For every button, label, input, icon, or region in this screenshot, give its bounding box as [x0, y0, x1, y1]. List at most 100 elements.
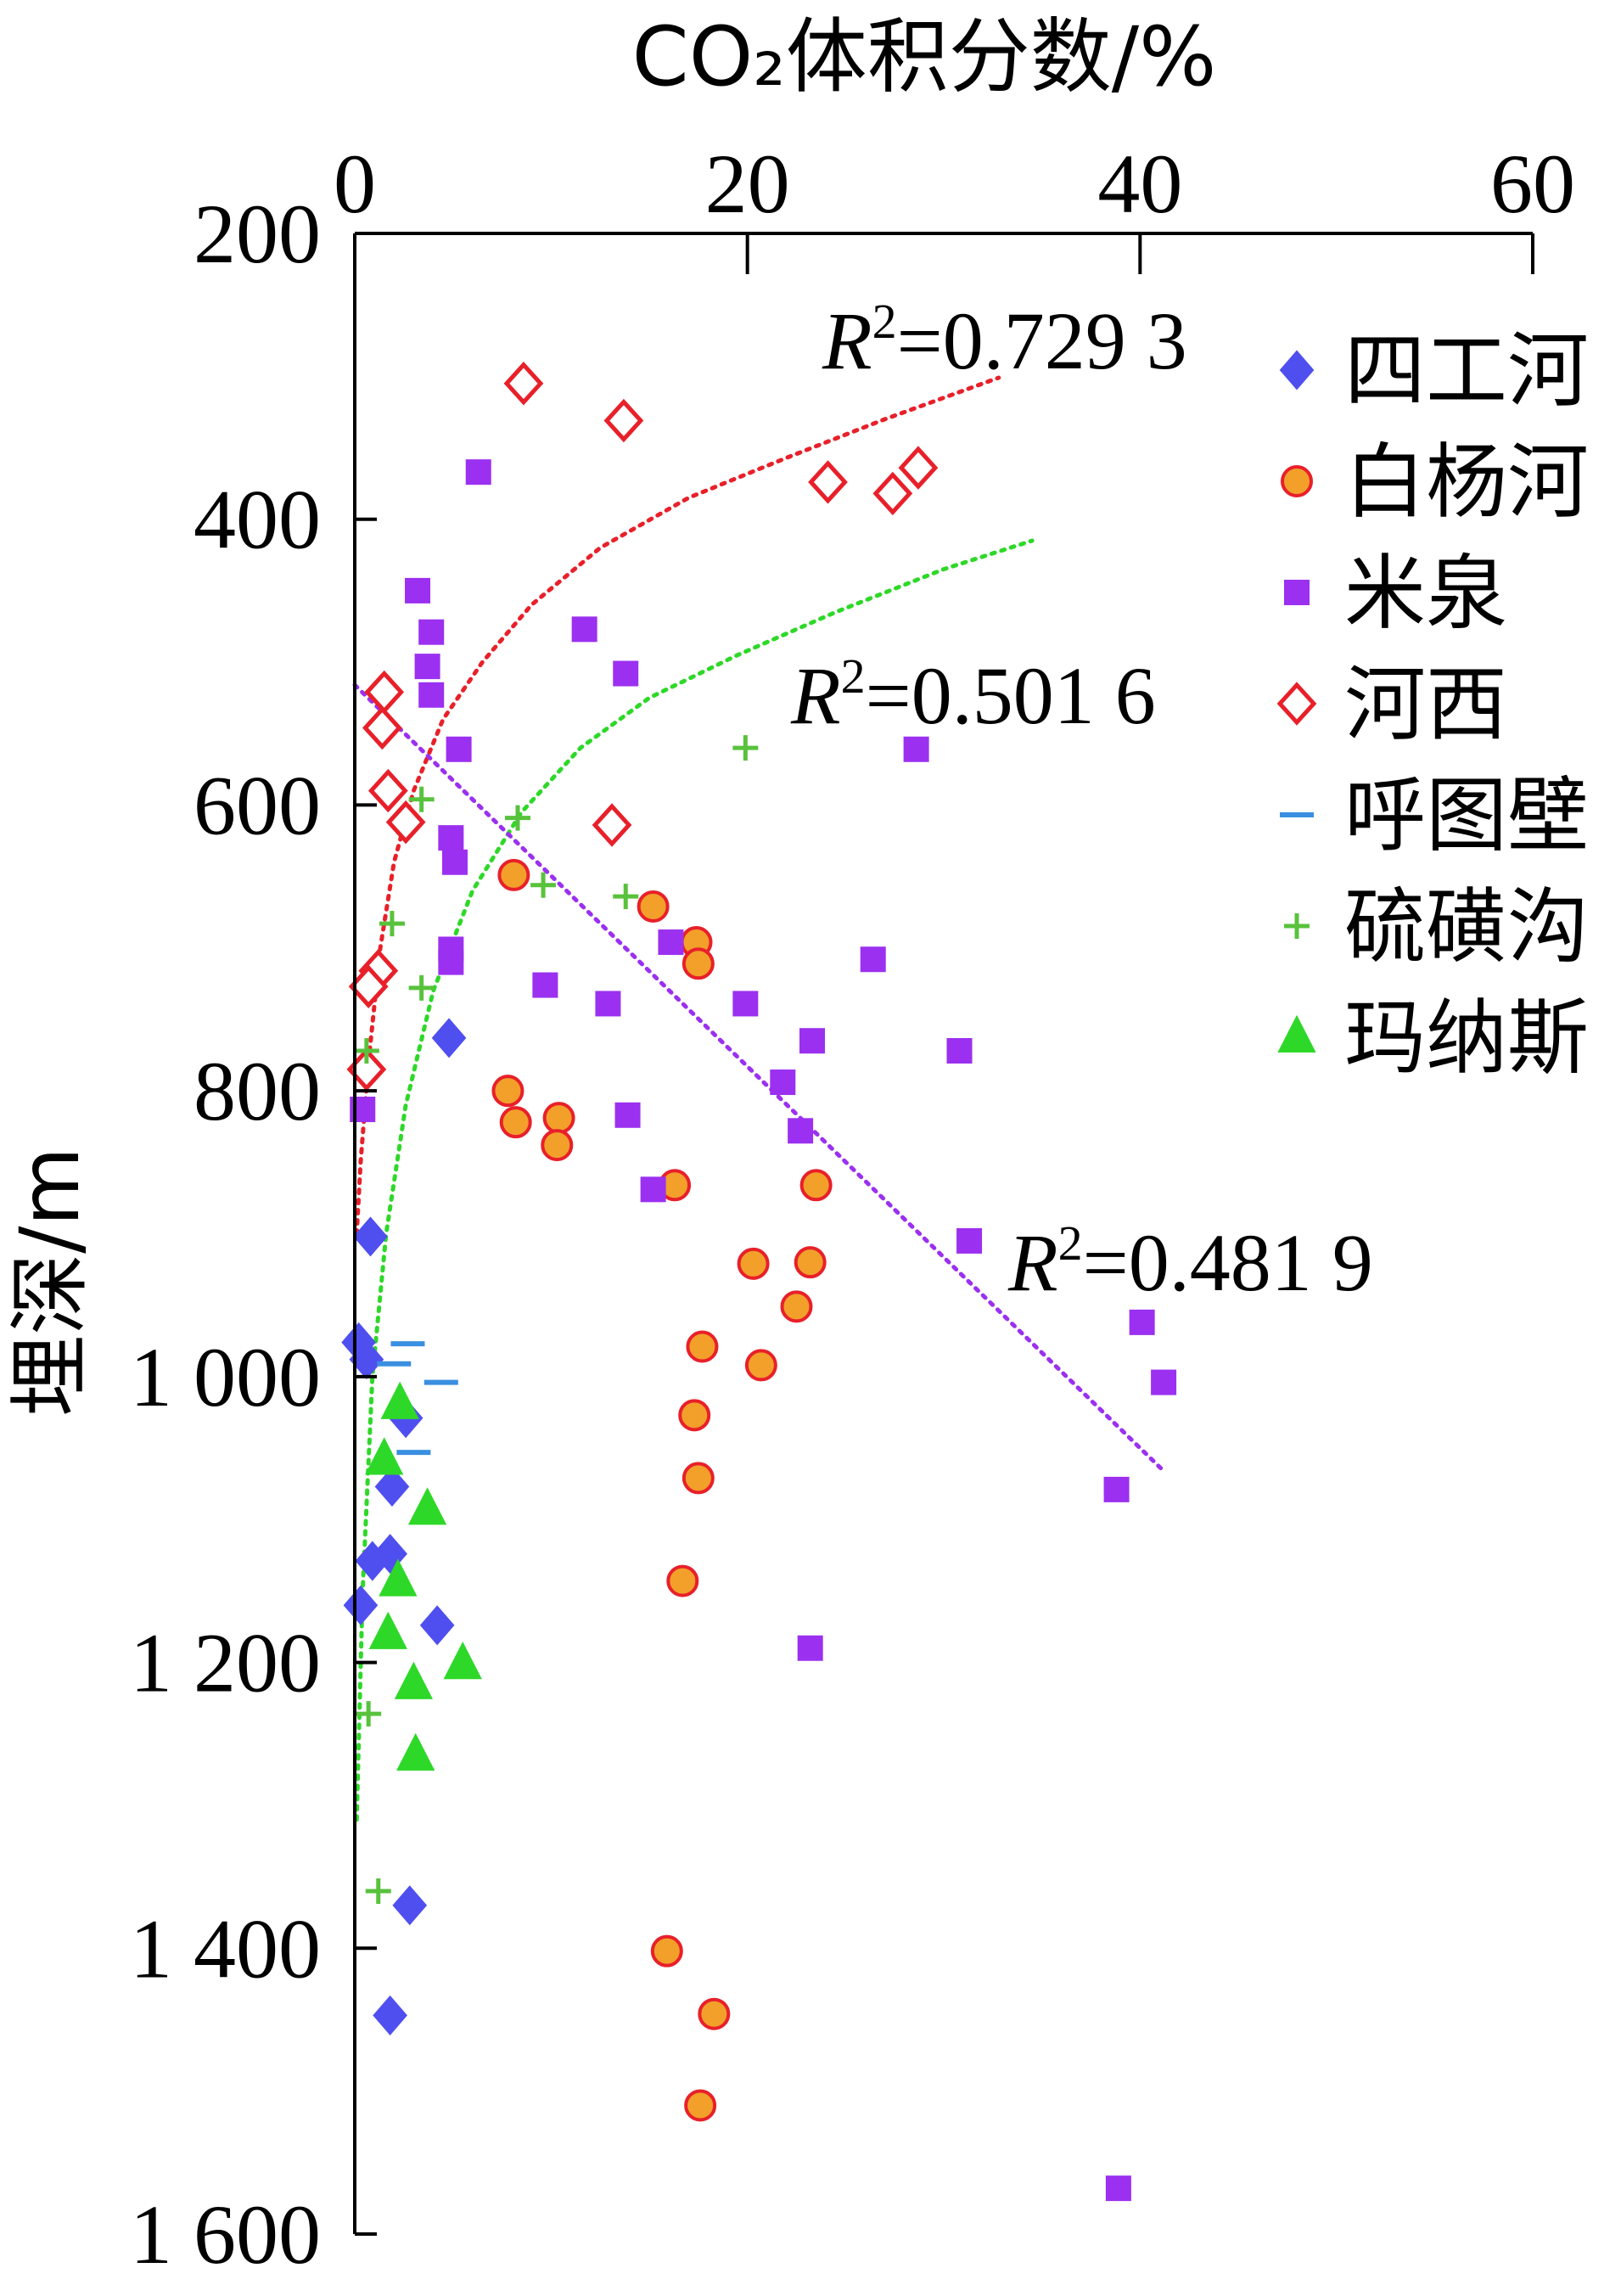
data-point: [780, 1290, 813, 1323]
y-tick-label: 600: [194, 758, 321, 852]
legend-item: 米泉: [1284, 546, 1507, 641]
legend-item: 河西: [1276, 657, 1507, 752]
legend-item: 四工河: [1279, 323, 1589, 418]
series-2: [350, 459, 1177, 2202]
data-point: [392, 1885, 428, 1926]
data-point: [595, 991, 621, 1017]
data-point: [592, 803, 632, 847]
r-squared-label: R2=0.481 9: [1007, 1215, 1373, 1308]
data-point: [379, 1558, 418, 1597]
legend-label: 白杨河: [1344, 435, 1589, 530]
x-tick-label: 20: [705, 137, 790, 231]
trendline: [352, 682, 1166, 1474]
data-point: [808, 460, 848, 504]
y-tick-label: 200: [194, 187, 321, 281]
r-exponent: 2: [1058, 1215, 1083, 1271]
data-point: [1103, 1476, 1130, 1502]
data-point: [571, 616, 597, 643]
y-axis-title: 埋深/m: [3, 1147, 98, 1417]
data-point: [431, 1018, 467, 1058]
data-point: [364, 670, 405, 715]
data-points: [341, 362, 1177, 2202]
r-exponent: 2: [872, 294, 897, 349]
data-point: [441, 849, 468, 875]
r-squared-value: =0.481 9: [1083, 1217, 1373, 1308]
data-point: [794, 1246, 827, 1279]
data-point: [1129, 1309, 1155, 1335]
r-squared-value: =0.729 3: [897, 295, 1187, 386]
x-tick-label: 40: [1097, 137, 1182, 231]
data-point: [956, 1227, 983, 1254]
data-point: [374, 1466, 410, 1507]
data-point: [613, 884, 639, 910]
data-point: [368, 1611, 407, 1649]
x-axis-title: CO₂体积分数/%: [632, 9, 1217, 104]
data-point: [530, 872, 557, 898]
data-point: [385, 800, 426, 845]
y-tick-label: 1 200: [130, 1616, 321, 1710]
data-point: [353, 1038, 379, 1064]
legend-item: 玛纳斯: [1277, 991, 1589, 1086]
data-point: [678, 1399, 711, 1432]
data-point: [396, 1732, 435, 1771]
legend-marker: [1279, 350, 1315, 390]
series-5: [353, 735, 759, 1904]
data-point: [681, 947, 715, 980]
legend-label: 呼图壁: [1344, 768, 1589, 863]
r-symbol: R: [822, 295, 872, 386]
y-tick-label: 1 600: [130, 2187, 321, 2282]
r-symbol: R: [790, 650, 841, 741]
data-point: [698, 1997, 731, 2030]
data-point: [365, 1437, 404, 1475]
data-point: [788, 1118, 814, 1144]
data-point: [637, 890, 670, 923]
axes: [353, 232, 1533, 2234]
trendlines: [352, 375, 1166, 1822]
data-point: [542, 1102, 575, 1135]
y-tick-label: 800: [194, 1044, 321, 1138]
data-point: [499, 1106, 532, 1139]
data-point: [603, 398, 644, 443]
data-point: [491, 1075, 524, 1108]
data-point: [532, 972, 558, 998]
data-point: [1105, 2175, 1131, 2202]
legend-marker: [1284, 913, 1310, 939]
data-point: [681, 1462, 715, 1495]
r-symbol: R: [1007, 1217, 1058, 1308]
legend-label: 米泉: [1344, 546, 1507, 641]
data-point: [505, 805, 531, 831]
data-point: [872, 471, 913, 516]
data-point: [367, 768, 408, 813]
data-point: [732, 735, 759, 761]
data-point: [348, 964, 389, 1008]
r-squared-value: =0.501 6: [866, 650, 1156, 741]
data-point: [465, 459, 491, 486]
data-point: [443, 1642, 482, 1680]
data-point: [407, 1487, 447, 1525]
data-point: [797, 1635, 823, 1661]
r-exponent: 2: [841, 648, 866, 704]
legend-label: 四工河: [1344, 323, 1589, 418]
data-point: [353, 1216, 388, 1257]
data-point: [408, 786, 435, 812]
data-point: [365, 1878, 391, 1904]
data-point: [860, 946, 886, 973]
data-point: [362, 705, 402, 750]
series-4: [377, 1341, 458, 1456]
data-point: [770, 1069, 796, 1096]
legend-marker: [1284, 580, 1310, 605]
data-point: [640, 1176, 666, 1203]
x-tick-label: 0: [334, 137, 376, 231]
data-point: [356, 1701, 382, 1727]
legend-label: 玛纳斯: [1344, 991, 1589, 1086]
data-point: [414, 654, 440, 680]
data-point: [541, 1129, 574, 1162]
data-point: [744, 1349, 777, 1382]
data-point: [666, 1564, 699, 1597]
x-tick-label: 60: [1490, 137, 1575, 231]
data-point: [438, 949, 464, 975]
data-point: [380, 1381, 419, 1419]
data-point: [799, 1169, 833, 1202]
series-6: [365, 1381, 482, 1771]
